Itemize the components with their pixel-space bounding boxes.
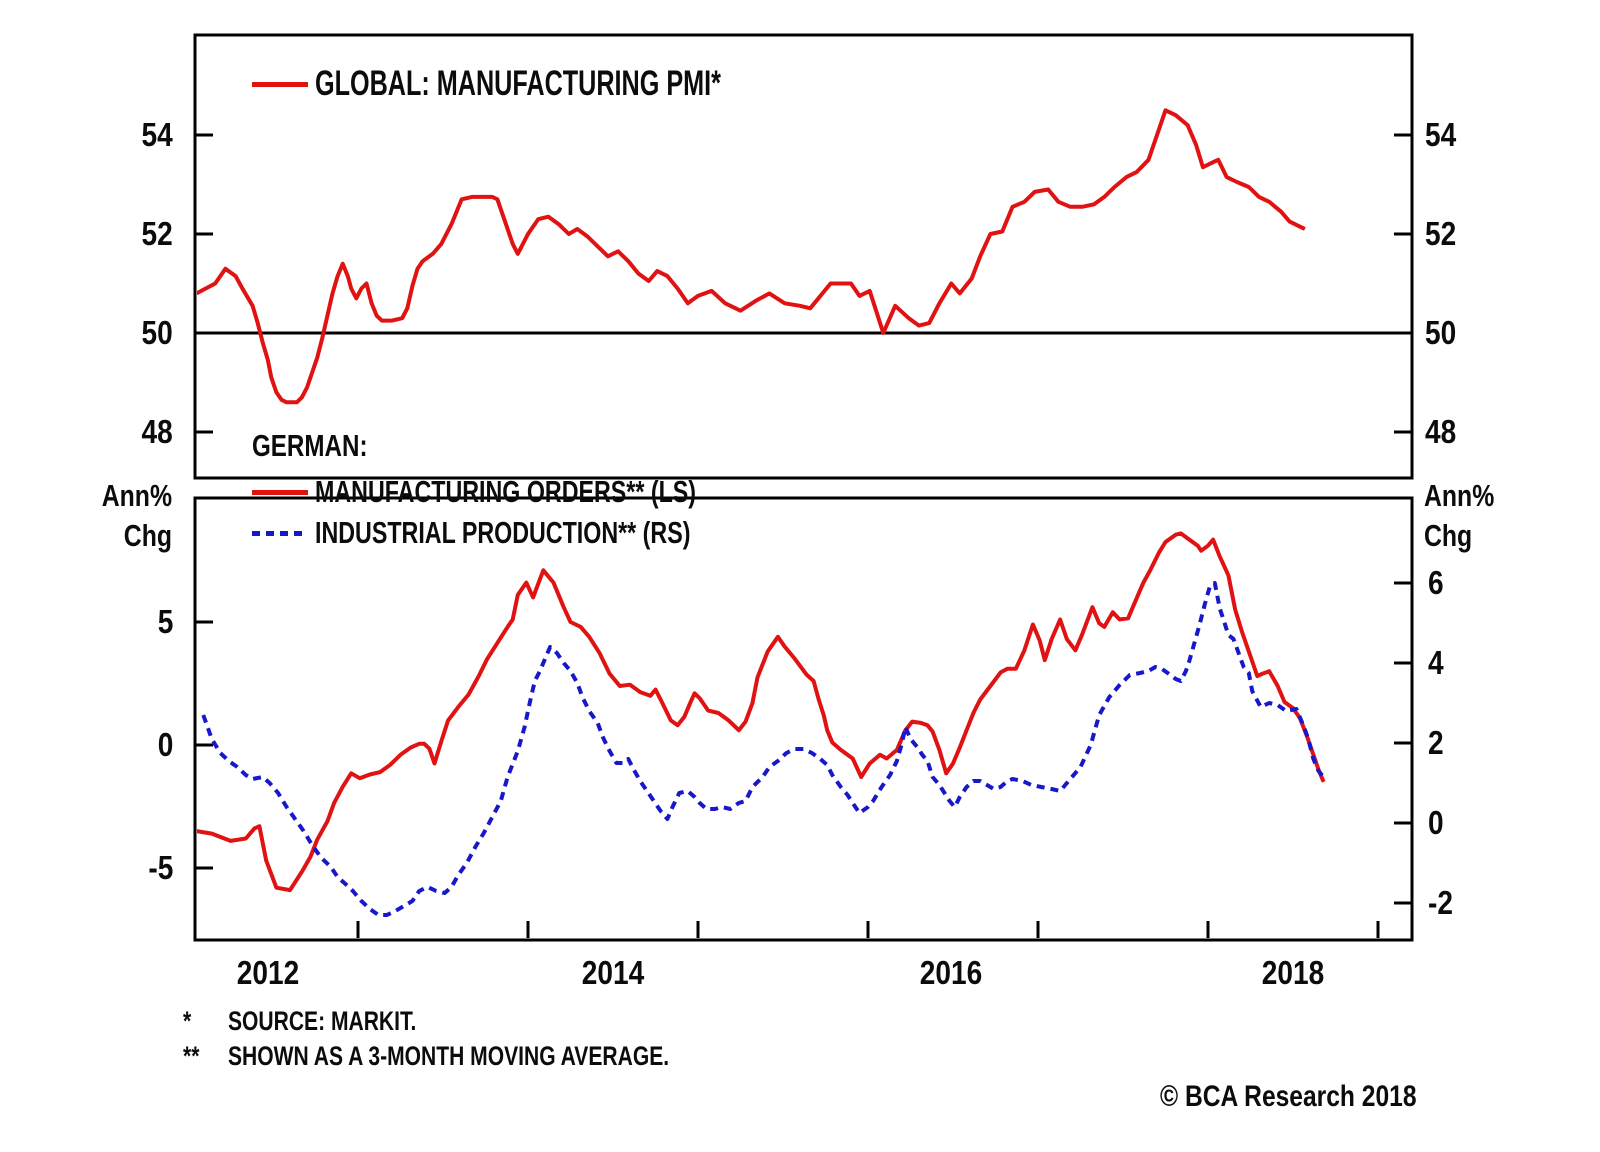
- bottom-left-tick-label: 5: [157, 603, 173, 640]
- red-line-icon: [252, 489, 308, 495]
- bottom-legend-orders: MANUFACTURING ORDERS** (LS): [252, 472, 823, 512]
- bottom-right-tick-label: 6: [1428, 564, 1444, 601]
- bottom-left-tick-label: -5: [148, 849, 173, 886]
- top-legend: GLOBAL: MANUFACTURING PMI*: [252, 64, 879, 104]
- top-panel-frame: [193, 33, 1414, 480]
- series-german-manufacturing-orders: [197, 531, 1326, 893]
- bottom-right-tick-label: -2: [1428, 884, 1453, 921]
- footnote-source: * SOURCE: MARKIT.: [183, 1006, 417, 1036]
- ip-legend-label: INDUSTRIAL PRODUCTION** (RS): [315, 515, 691, 550]
- bottom-right-tick-label: 4: [1428, 644, 1444, 681]
- orders-legend-label: MANUFACTURING ORDERS** (LS): [315, 474, 697, 509]
- x-axis-year-label: 2014: [581, 954, 645, 991]
- top-right-tick-label: 48: [1425, 413, 1457, 450]
- series-global-manufacturing-pmi: [197, 108, 1306, 405]
- top-right-tick-label: 52: [1425, 215, 1457, 252]
- copyright: © BCA Research 2018: [1160, 1080, 1417, 1113]
- top-left-tick-label: 52: [141, 215, 173, 252]
- top-right-tick-label: 50: [1425, 314, 1457, 351]
- right-axis-title: Ann% Chg: [1424, 478, 1495, 553]
- bottom-legend-title: GERMAN:: [252, 428, 368, 463]
- red-line-icon: [252, 81, 308, 87]
- top-left-tick-label: 50: [141, 314, 173, 351]
- bottom-right-tick-label: 0: [1428, 804, 1444, 841]
- footnote-moving-average: ** SHOWN AS A 3-MONTH MOVING AVERAGE.: [183, 1041, 670, 1071]
- x-axis-year-label: 2018: [1261, 954, 1325, 991]
- top-left-tick-label: 48: [141, 413, 173, 450]
- bottom-left-tick-label: 0: [157, 726, 173, 763]
- series-german-industrial-production: [201, 581, 1326, 917]
- bottom-legend-ip: INDUSTRIAL PRODUCTION** (RS): [252, 513, 816, 553]
- x-axis-year-label: 2016: [920, 954, 983, 991]
- blue-dashed-line-icon: [252, 530, 308, 536]
- left-axis-title: Ann% Chg: [101, 478, 172, 553]
- top-left-tick-label: 54: [141, 116, 173, 153]
- bottom-right-tick-label: 2: [1428, 724, 1444, 761]
- bottom-panel-frame: [193, 496, 1414, 942]
- x-axis-year-label: 2012: [236, 954, 300, 991]
- top-right-tick-label: 54: [1425, 116, 1457, 153]
- top-legend-label: GLOBAL: MANUFACTURING PMI*: [315, 64, 721, 103]
